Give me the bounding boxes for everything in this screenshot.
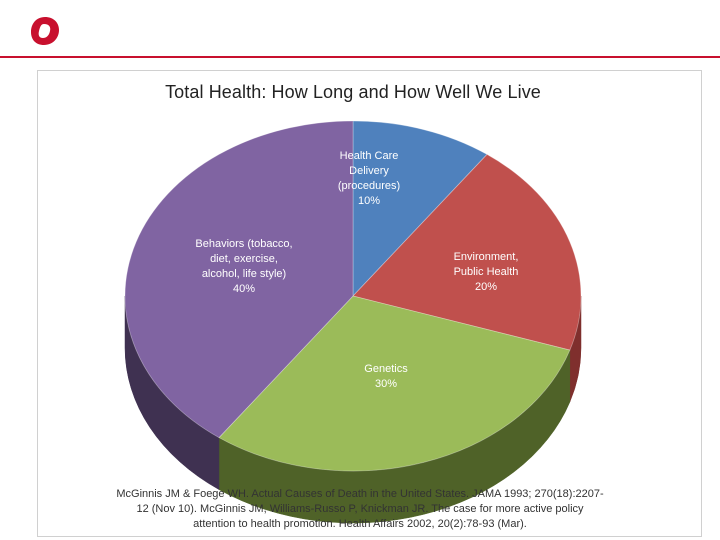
pie-slice-1 bbox=[352, 153, 582, 351]
pie-slice-0 bbox=[352, 120, 488, 298]
pie-slice-3 bbox=[124, 120, 354, 439]
citation-line: 12 (Nov 10). McGinnis JM, Williams-Russo… bbox=[136, 503, 584, 515]
slice-label-line: Behaviors (tobacco, bbox=[195, 238, 293, 250]
letter-o-logo-icon bbox=[31, 17, 59, 45]
slice-percent: 10% bbox=[357, 195, 381, 207]
slice-label-line: Genetics bbox=[364, 363, 408, 375]
slice-label-health-care: Health Care Delivery (procedures) 10% bbox=[338, 149, 400, 209]
header-rule bbox=[0, 56, 720, 58]
slice-label-genetics: Genetics 30% bbox=[364, 362, 407, 392]
citation: McGinnis JM & Foege WH. Actual Causes of… bbox=[90, 487, 630, 532]
chart-title: Total Health: How Long and How Well We L… bbox=[165, 82, 541, 102]
slice-label-line: Environment, bbox=[453, 251, 519, 263]
slice-label-line: (procedures) bbox=[337, 180, 401, 192]
slice-percent: 30% bbox=[374, 378, 398, 390]
slice-label-line: alcohol, life style) bbox=[201, 268, 287, 280]
slice-label-line: Public Health bbox=[453, 266, 519, 278]
slice-label-behaviors: Behaviors (tobacco, diet, exercise, alco… bbox=[195, 237, 292, 297]
slice-label-line: Health Care bbox=[339, 150, 399, 162]
slice-percent: 20% bbox=[474, 281, 498, 293]
slice-label-line: diet, exercise, bbox=[210, 253, 278, 265]
citation-line: McGinnis JM & Foege WH. Actual Causes of… bbox=[116, 488, 604, 500]
slice-percent: 40% bbox=[232, 283, 256, 295]
pie-slice-2 bbox=[218, 295, 571, 472]
slice-label-environment: Environment, Public Health 20% bbox=[454, 250, 519, 295]
slice-label-line: Delivery bbox=[349, 165, 389, 177]
citation-line: attention to health promotion. Health Af… bbox=[193, 518, 527, 530]
